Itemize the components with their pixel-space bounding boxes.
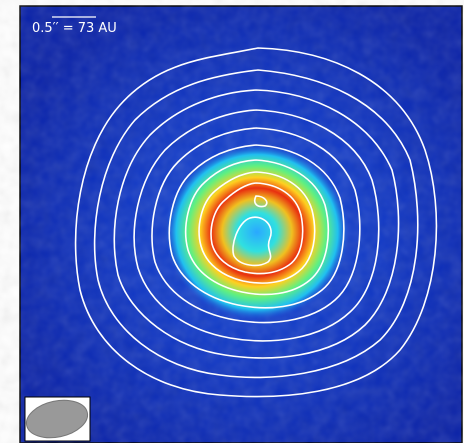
image-panel: 0.5′′ = 73 AU (0, 0, 464, 443)
page: 0.5′′ = 73 AU (() => { const data = JSON… (0, 0, 464, 443)
scale-label: 0.5′′ = 73 AU (32, 21, 117, 36)
